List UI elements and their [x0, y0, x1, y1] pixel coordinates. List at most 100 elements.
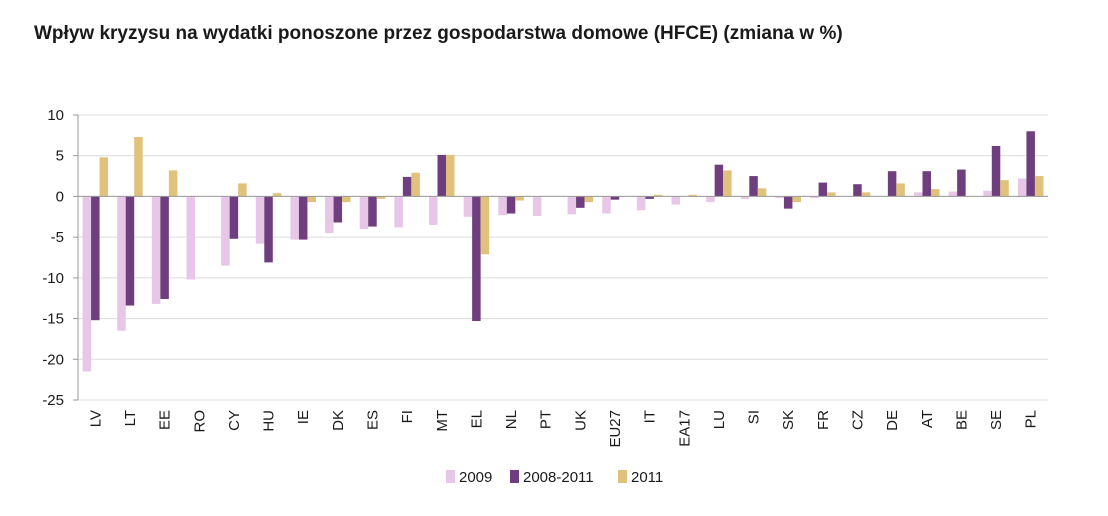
x-tick-label: PL	[1023, 410, 1040, 428]
bar-2008-2011-LU	[714, 164, 724, 197]
legend-label: 2009	[459, 469, 492, 486]
legend-swatch	[446, 470, 455, 483]
bar-2008-2011-AT	[922, 171, 931, 197]
bar-2009-SI	[740, 196, 750, 199]
x-tick-label: DK	[330, 410, 347, 431]
bars	[82, 131, 1044, 372]
x-tick-label: FI	[399, 410, 416, 423]
bar-2009-RO	[186, 196, 195, 280]
bar-2008-2011-LT	[125, 196, 135, 306]
x-tick-label: AT	[919, 410, 936, 428]
x-tick-label: EA17	[676, 410, 693, 447]
y-tick-label: 5	[56, 148, 64, 165]
bar-2011-AT	[931, 189, 940, 197]
bar-2011-SE	[1000, 180, 1009, 197]
y-tick-label: -25	[42, 392, 64, 409]
bar-2009-CY	[221, 196, 230, 266]
x-tick-label: EL	[468, 410, 485, 428]
bar-2009-SK	[775, 196, 784, 199]
bar-2008-2011-SI	[749, 176, 758, 197]
bar-2009-UK	[567, 196, 577, 215]
legend: 2009 2008-2011 2011	[446, 469, 663, 486]
bar-2011-PL	[1034, 176, 1044, 197]
x-tick-label: SI	[746, 410, 763, 424]
x-tick-label: HU	[261, 410, 278, 432]
bar-2011-EE	[168, 170, 178, 197]
bar-2009-EA17	[671, 196, 680, 205]
x-tick-label: MT	[434, 410, 451, 432]
x-tick-label: EE	[157, 410, 174, 430]
bar-2009-PL	[1017, 178, 1027, 197]
bar-2009-NL	[498, 196, 507, 216]
x-tick-label: LV	[87, 410, 104, 427]
bar-2011-SI	[757, 188, 767, 197]
x-tick-label: SK	[780, 410, 797, 430]
y-tick-labels: 10 5 0 -5 -10 -15 -20 -25	[42, 107, 64, 409]
bar-2008-2011-NL	[506, 196, 516, 214]
legend-swatch	[618, 470, 627, 483]
bar-2011-EL	[480, 196, 490, 255]
bar-2009-BE	[948, 191, 958, 197]
bar-2011-UK	[584, 196, 594, 203]
bar-2008-2011-DE	[887, 171, 897, 197]
bar-2011-FR	[827, 192, 836, 197]
bar-2009-SE	[983, 190, 992, 197]
bar-2011-LT	[134, 136, 143, 197]
bar-2008-2011-SK	[783, 196, 793, 209]
y-tick-label: -10	[42, 270, 64, 287]
x-tick-label: EU27	[607, 410, 624, 448]
bar-2009-FI	[394, 196, 403, 228]
x-tick-label: IE	[295, 410, 312, 424]
bar-2008-2011-LV	[91, 196, 100, 321]
chart-title: Wpływ kryzysu na wydatki ponoszone przez…	[34, 23, 843, 44]
x-tick-label: CY	[226, 410, 243, 431]
y-tick-label: 0	[56, 188, 64, 205]
axes	[73, 114, 1048, 401]
x-tick-label: SE	[988, 410, 1005, 430]
bar-2011-NL	[515, 196, 524, 201]
bar-2008-2011-FR	[818, 182, 828, 197]
bar-2011-SK	[792, 196, 801, 203]
bar-2011-LU	[723, 170, 732, 197]
x-tick-label: BE	[953, 410, 970, 430]
bar-2011-CZ	[861, 192, 871, 197]
bar-2008-2011-HU	[264, 196, 273, 263]
bar-2008-2011-CY	[229, 196, 239, 239]
bar-2009-PT	[532, 196, 542, 216]
x-tick-label: LU	[711, 410, 728, 429]
bar-2008-2011-MT	[437, 154, 446, 197]
y-tick-label: -20	[42, 351, 64, 368]
bar-2008-2011-IE	[298, 196, 308, 240]
bar-2011-HU	[272, 193, 282, 197]
bar-2011-IE	[307, 196, 316, 203]
x-tick-label: RO	[191, 410, 208, 433]
bar-2011-DE	[896, 183, 905, 197]
bar-2009-MT	[429, 196, 438, 225]
bar-2011-IT	[653, 194, 663, 197]
bar-2009-IE	[290, 196, 299, 240]
bar-2011-LV	[99, 157, 109, 197]
bar-2011-EA17	[688, 194, 697, 197]
bar-2009-LU	[706, 196, 715, 203]
bar-2009-LV	[82, 196, 92, 372]
bar-2009-FR	[810, 196, 819, 199]
bar-2009-LT	[117, 196, 126, 331]
y-tick-label: -15	[42, 311, 64, 328]
x-tick-label: CZ	[849, 410, 866, 430]
bar-2011-DK	[342, 196, 351, 203]
x-tick-label: DE	[884, 410, 901, 431]
x-tick-label: FR	[815, 410, 832, 430]
bar-2008-2011-FI	[402, 176, 412, 197]
bar-2011-MT	[446, 154, 455, 197]
x-tick-label: ES	[364, 410, 381, 430]
bar-2008-2011-SE	[991, 145, 1001, 197]
bar-2011-CY	[238, 183, 247, 197]
bar-2008-2011-UK	[576, 196, 585, 208]
legend-swatch	[510, 470, 519, 483]
bar-2009-ES	[359, 196, 369, 229]
bar-2009-AT	[914, 192, 923, 197]
legend-label: 2008-2011	[523, 469, 594, 486]
x-tick-label: NL	[503, 410, 520, 429]
bar-2009-EE	[151, 196, 161, 304]
